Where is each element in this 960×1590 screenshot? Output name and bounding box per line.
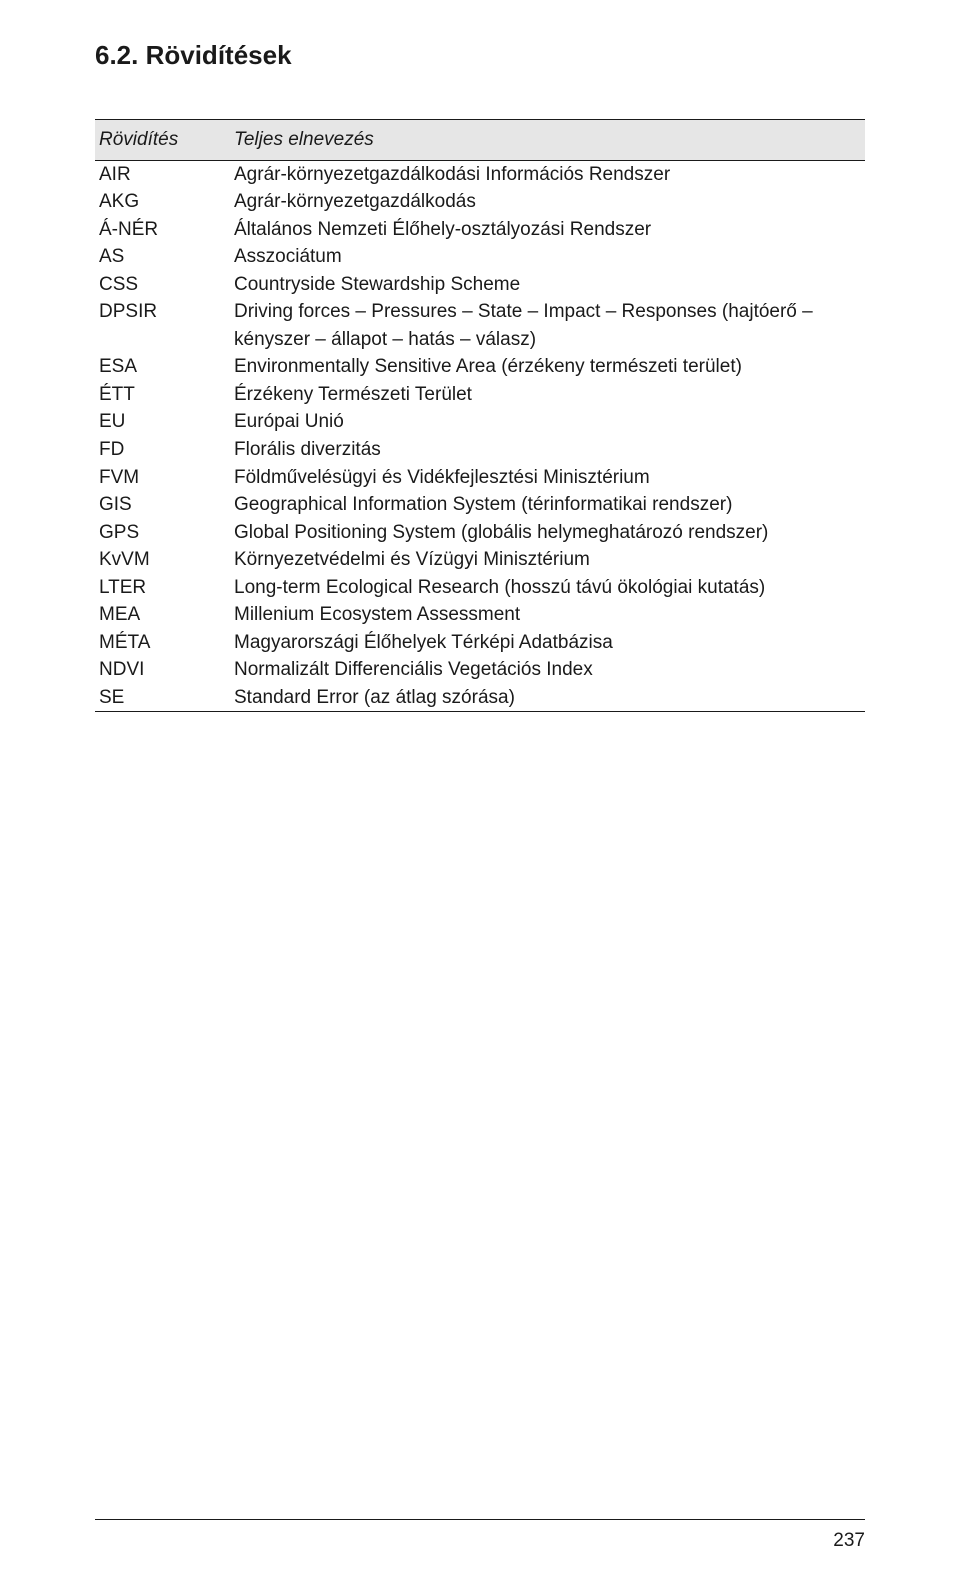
abbr-cell: DPSIR [95, 298, 234, 353]
table-row: DPSIRDriving forces – Pressures – State … [95, 298, 865, 353]
table-row: SEStandard Error (az átlag szórása) [95, 684, 865, 712]
full-cell: Standard Error (az átlag szórása) [234, 684, 865, 712]
full-cell: Érzékeny Természeti Terület [234, 381, 865, 409]
full-cell: Normalizált Differenciális Vegetációs In… [234, 656, 865, 684]
abbr-cell: EU [95, 408, 234, 436]
abbr-cell: AIR [95, 160, 234, 188]
table-header-full: Teljes elnevezés [234, 120, 865, 161]
full-cell: Környezetvédelmi és Vízügyi Minisztérium [234, 546, 865, 574]
abbr-cell: LTER [95, 574, 234, 602]
abbr-cell: Á-NÉR [95, 216, 234, 244]
table-row: MÉTAMagyarországi Élőhelyek Térképi Adat… [95, 629, 865, 657]
page: 6.2. Rövidítések Rövidítés Teljes elneve… [0, 0, 960, 1590]
table-row: ASAsszociátum [95, 243, 865, 271]
full-cell: Magyarországi Élőhelyek Térképi Adatbázi… [234, 629, 865, 657]
table-row: AIRAgrár-környezetgazdálkodási Informáci… [95, 160, 865, 188]
full-cell: Countryside Stewardship Scheme [234, 271, 865, 299]
full-cell: Agrár-környezetgazdálkodás [234, 188, 865, 216]
table-row: GISGeographical Information System (téri… [95, 491, 865, 519]
table-header: Rövidítés Teljes elnevezés [95, 120, 865, 161]
full-cell: Asszociátum [234, 243, 865, 271]
abbr-cell: ÉTT [95, 381, 234, 409]
table-row: ESAEnvironmentally Sensitive Area (érzék… [95, 353, 865, 381]
abbr-cell: AKG [95, 188, 234, 216]
table-row: NDVINormalizált Differenciális Vegetáció… [95, 656, 865, 684]
table-row: AKGAgrár-környezetgazdálkodás [95, 188, 865, 216]
footer-rule [95, 1519, 865, 1520]
full-cell: Long-term Ecological Research (hosszú tá… [234, 574, 865, 602]
table-row: LTERLong-term Ecological Research (hossz… [95, 574, 865, 602]
full-cell: Environmentally Sensitive Area (érzékeny… [234, 353, 865, 381]
table-row: EUEurópai Unió [95, 408, 865, 436]
full-cell: Millenium Ecosystem Assessment [234, 601, 865, 629]
abbr-cell: GPS [95, 519, 234, 547]
section-title: 6.2. Rövidítések [95, 40, 865, 71]
table-row: FVMFöldművelésügyi és Vidékfejlesztési M… [95, 464, 865, 492]
table-row: ÉTTÉrzékeny Természeti Terület [95, 381, 865, 409]
table-row: GPSGlobal Positioning System (globális h… [95, 519, 865, 547]
abbr-cell: SE [95, 684, 234, 712]
full-cell: Global Positioning System (globális hely… [234, 519, 865, 547]
abbr-cell: MEA [95, 601, 234, 629]
table-body: AIRAgrár-környezetgazdálkodási Informáci… [95, 160, 865, 712]
abbr-cell: CSS [95, 271, 234, 299]
abbr-cell: MÉTA [95, 629, 234, 657]
table-row: KvVMKörnyezetvédelmi és Vízügyi Miniszté… [95, 546, 865, 574]
full-cell: Általános Nemzeti Élőhely-osztályozási R… [234, 216, 865, 244]
full-cell: Geographical Information System (térinfo… [234, 491, 865, 519]
page-number: 237 [833, 1530, 865, 1552]
full-cell: Európai Unió [234, 408, 865, 436]
table-row: CSSCountryside Stewardship Scheme [95, 271, 865, 299]
table-row: Á-NÉRÁltalános Nemzeti Élőhely-osztályoz… [95, 216, 865, 244]
abbr-cell: GIS [95, 491, 234, 519]
table-row: FDFlorális diverzitás [95, 436, 865, 464]
full-cell: Driving forces – Pressures – State – Imp… [234, 298, 865, 353]
abbreviations-table: Rövidítés Teljes elnevezés AIRAgrár-körn… [95, 119, 865, 712]
full-cell: Florális diverzitás [234, 436, 865, 464]
table-row: MEAMillenium Ecosystem Assessment [95, 601, 865, 629]
abbr-cell: FD [95, 436, 234, 464]
abbr-cell: FVM [95, 464, 234, 492]
full-cell: Agrár-környezetgazdálkodási Információs … [234, 160, 865, 188]
abbr-cell: NDVI [95, 656, 234, 684]
abbr-cell: ESA [95, 353, 234, 381]
full-cell: Földművelésügyi és Vidékfejlesztési Mini… [234, 464, 865, 492]
abbr-cell: AS [95, 243, 234, 271]
table-header-abbr: Rövidítés [95, 120, 234, 161]
abbr-cell: KvVM [95, 546, 234, 574]
